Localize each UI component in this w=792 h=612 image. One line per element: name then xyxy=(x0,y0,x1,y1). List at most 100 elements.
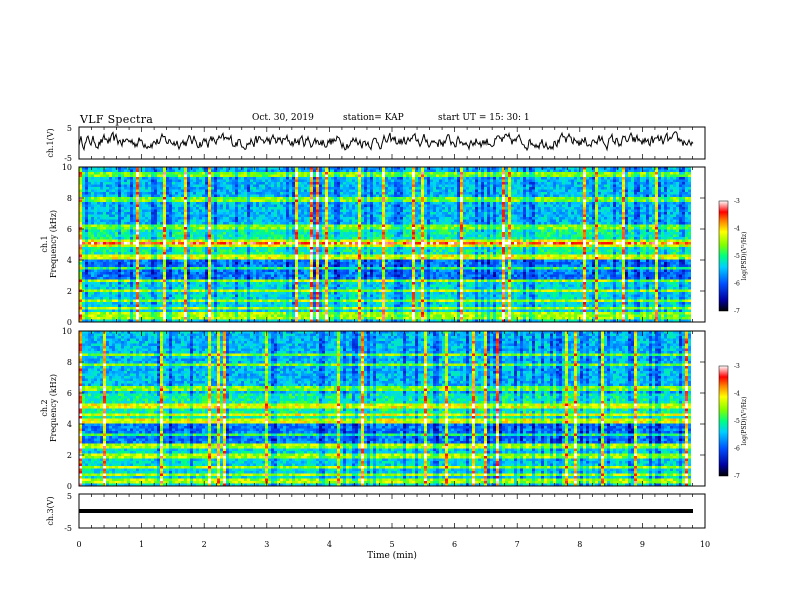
spectrogram-cell xyxy=(355,185,358,188)
spectrogram-cell xyxy=(364,175,367,178)
spectrogram-cell xyxy=(484,180,487,183)
spectrogram-cell xyxy=(328,180,331,183)
spectrogram-cell xyxy=(127,185,130,188)
spectrogram-cell xyxy=(406,172,409,175)
spectrogram-cell xyxy=(205,182,208,185)
spectrogram-cell xyxy=(490,172,493,175)
spectrogram-cell xyxy=(307,180,310,183)
spectrogram-cell xyxy=(424,182,427,185)
spectrogram-cell xyxy=(574,185,577,188)
spectrogram-cell xyxy=(112,180,115,183)
spectrogram-cell xyxy=(226,170,229,173)
spectrogram-cell xyxy=(454,180,457,183)
spectrogram-cell xyxy=(622,172,625,175)
spectrogram-cell xyxy=(652,172,655,175)
spectrogram-cell xyxy=(445,180,448,183)
spectrogram-cell xyxy=(109,170,112,173)
spectrogram-cell xyxy=(514,177,517,180)
spectrogram-cell xyxy=(412,182,415,185)
spectrogram-cell xyxy=(661,172,664,175)
spectrogram-cell xyxy=(358,185,361,188)
spectrogram-cell xyxy=(232,172,235,175)
spectrogram-cell xyxy=(508,170,511,173)
spectrogram-cell xyxy=(664,180,667,183)
spectrogram-cell xyxy=(685,172,688,175)
spectrogram-cell xyxy=(349,182,352,185)
spectrogram-cell xyxy=(682,175,685,178)
spectrogram-cell xyxy=(283,177,286,180)
spectrogram-cell xyxy=(325,170,328,173)
spectrogram-cell xyxy=(310,175,313,178)
spectrogram-cell xyxy=(460,180,463,183)
spectrogram-cell xyxy=(250,177,253,180)
spectrogram-cell xyxy=(214,180,217,183)
spectrogram-cell xyxy=(289,180,292,183)
spectrogram-cell xyxy=(529,175,532,178)
spectrogram-cell xyxy=(352,182,355,185)
spectrogram-cell xyxy=(304,175,307,178)
spectrogram-cell xyxy=(139,185,142,188)
spectrogram-cell xyxy=(262,170,265,173)
spectrogram-cell xyxy=(679,175,682,178)
spectrogram-cell xyxy=(301,182,304,185)
spectrogram-cell xyxy=(418,180,421,183)
spectrogram-cell xyxy=(571,175,574,178)
spectrogram-cell xyxy=(214,172,217,175)
spectrogram-cell xyxy=(463,185,466,188)
spectrogram-cell xyxy=(664,177,667,180)
spectrogram-cell xyxy=(400,180,403,183)
spectrogram-cell xyxy=(655,182,658,185)
spectrogram-cell xyxy=(307,172,310,175)
spectrogram-cell xyxy=(601,177,604,180)
spectrogram-cell xyxy=(457,177,460,180)
spectrogram-cell xyxy=(178,185,181,188)
spectrogram-cell xyxy=(214,175,217,178)
spectrogram-cell xyxy=(355,172,358,175)
spectrogram-cell xyxy=(247,182,250,185)
spectrogram-cell xyxy=(634,180,637,183)
spectrogram-cell xyxy=(85,177,88,180)
spectrogram-cell xyxy=(226,172,229,175)
spectrogram-cell xyxy=(550,175,553,178)
spectrogram-cell xyxy=(643,182,646,185)
spectrogram-cell xyxy=(625,182,628,185)
spectrogram-cell xyxy=(130,172,133,175)
spectrogram-cell xyxy=(334,170,337,173)
spectrogram-cell xyxy=(235,180,238,183)
spectrogram-cell xyxy=(463,182,466,185)
spectrogram-cell xyxy=(415,170,418,173)
spectrogram-cell xyxy=(424,170,427,173)
spectrogram-cell xyxy=(487,180,490,183)
spectrogram-cell xyxy=(121,170,124,173)
spectrogram-cell xyxy=(118,182,121,185)
spectrogram-cell xyxy=(190,182,193,185)
spectrogram-cell xyxy=(361,175,364,178)
spectrogram-cell xyxy=(121,182,124,185)
spectrogram-cell xyxy=(352,172,355,175)
spectrogram-cell xyxy=(157,177,160,180)
spectrogram-cell xyxy=(652,185,655,188)
spectrogram-cell xyxy=(106,185,109,188)
spectrogram-cell xyxy=(160,187,163,190)
spectrogram-cell xyxy=(556,185,559,188)
spectrogram-cell xyxy=(82,185,85,188)
spectrogram-cell xyxy=(181,180,184,183)
spectrogram-cell xyxy=(493,182,496,185)
spectrogram-cell xyxy=(283,180,286,183)
spectrogram-cell xyxy=(91,175,94,178)
spectrogram-cell xyxy=(172,175,175,178)
spectrogram-cell xyxy=(466,180,469,183)
spectrogram-cell xyxy=(634,182,637,185)
spectrogram-cell xyxy=(265,172,268,175)
spectrogram-cell xyxy=(136,185,139,188)
spectrogram-cell xyxy=(418,172,421,175)
spectrogram-cell xyxy=(649,172,652,175)
spectrogram-cell xyxy=(163,172,166,175)
spectrogram-cell xyxy=(103,180,106,183)
spectrogram-cell xyxy=(517,185,520,188)
spectrogram-cell xyxy=(358,172,361,175)
spectrogram-cell xyxy=(97,175,100,178)
spectrogram-cell xyxy=(160,180,163,183)
spectrogram-cell xyxy=(274,185,277,188)
spectrogram-cell xyxy=(430,172,433,175)
